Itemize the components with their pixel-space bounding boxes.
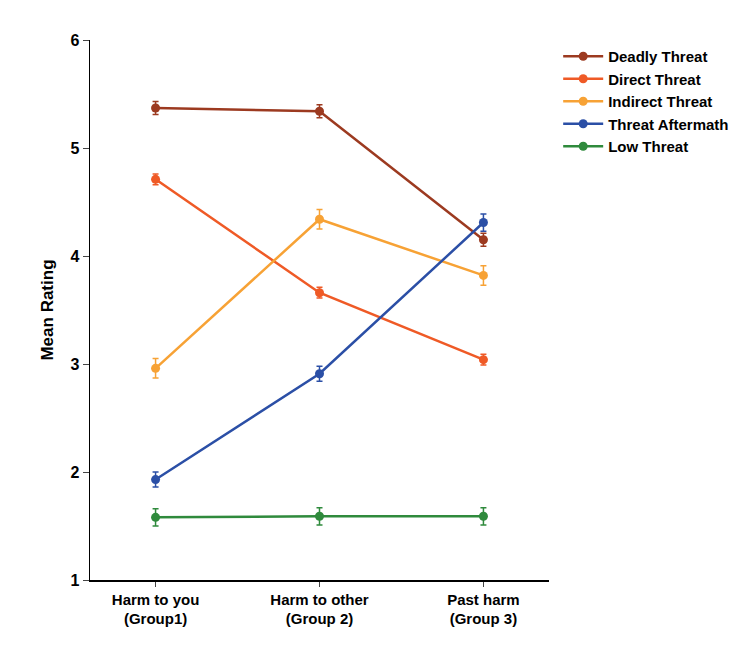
svg-text:Deadly Threat: Deadly Threat: [608, 48, 707, 65]
svg-text:5: 5: [70, 140, 79, 157]
svg-text:Past harm(Group 3): Past harm(Group 3): [447, 591, 520, 628]
svg-text:2: 2: [70, 464, 79, 481]
svg-text:Harm to other(Group 2): Harm to other(Group 2): [270, 591, 369, 628]
svg-text:1: 1: [70, 572, 79, 589]
svg-text:Threat Aftermath: Threat Aftermath: [608, 116, 728, 133]
svg-text:Mean Rating: Mean Rating: [38, 259, 57, 360]
svg-text:Direct Threat: Direct Threat: [608, 71, 701, 88]
svg-text:Harm to you(Group1): Harm to you(Group1): [112, 591, 200, 628]
svg-text:Indirect Threat: Indirect Threat: [608, 93, 712, 110]
svg-text:Low Threat: Low Threat: [608, 138, 688, 155]
svg-text:6: 6: [70, 32, 79, 49]
svg-text:4: 4: [70, 248, 79, 265]
svg-text:3: 3: [70, 356, 79, 373]
